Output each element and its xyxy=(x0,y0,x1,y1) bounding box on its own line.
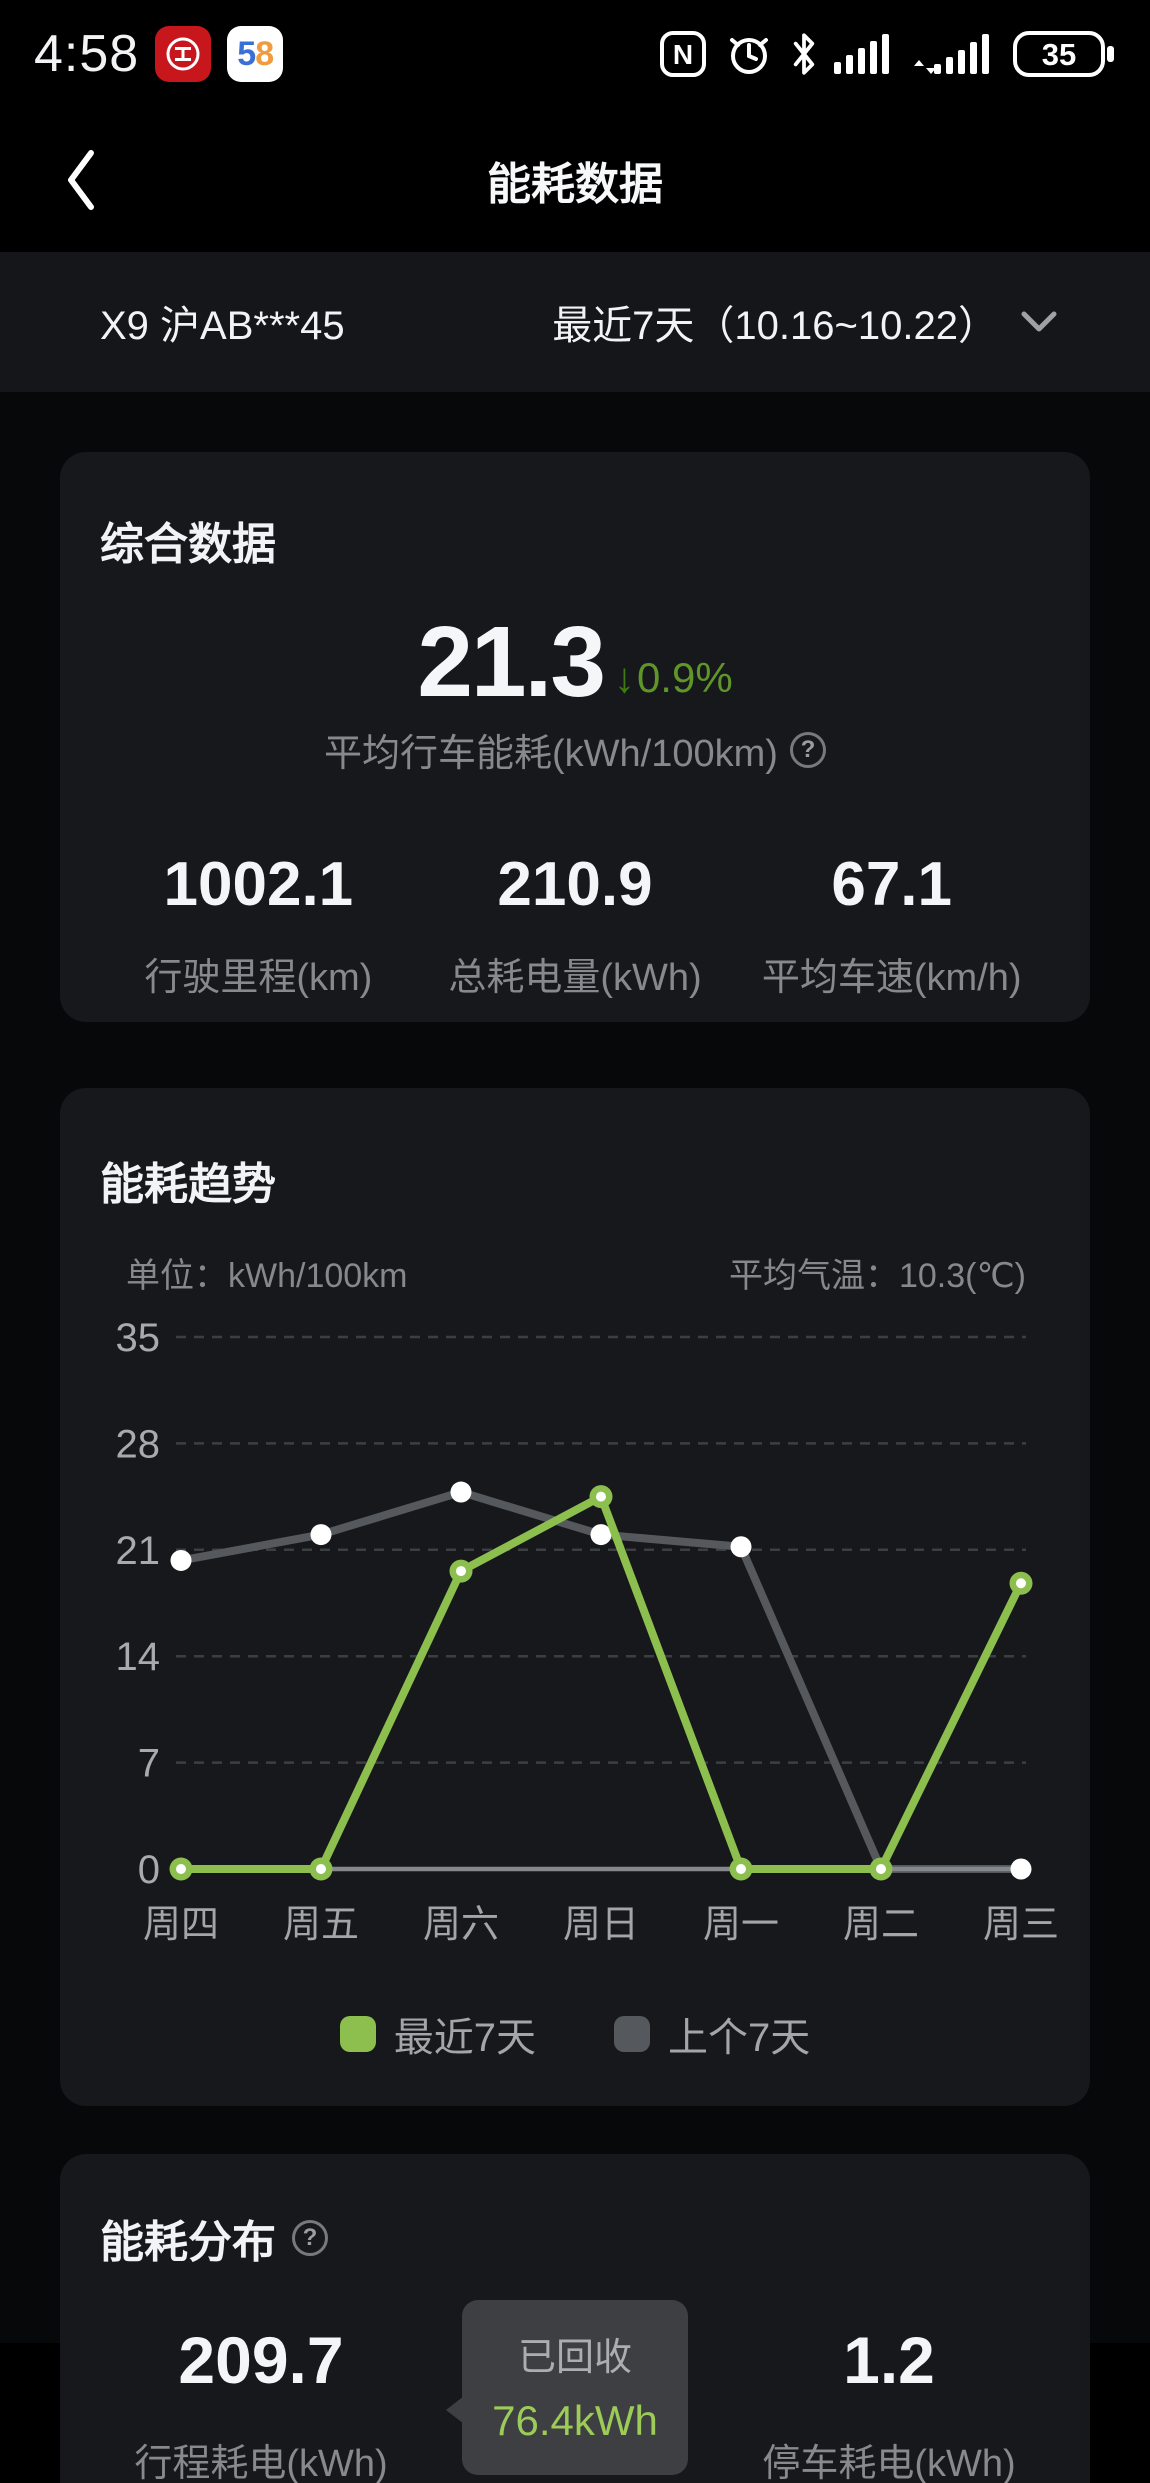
content-area: 综合数据 21.3 ↓ 0.9% 平均行车能耗(kWh/100km) ? 100… xyxy=(0,392,1150,2483)
date-range-selector[interactable]: 最近7天（10.16~10.22） xyxy=(552,293,1058,351)
svg-text:周三: 周三 xyxy=(983,1904,1059,1946)
battery-icon: 35 xyxy=(1013,31,1114,77)
summary-card: 综合数据 21.3 ↓ 0.9% 平均行车能耗(kWh/100km) ? 100… xyxy=(60,452,1090,1022)
legend-swatch-green xyxy=(339,2016,376,2052)
svg-text:0: 0 xyxy=(138,1848,160,1892)
selector-bar: X9 沪AB***45 最近7天（10.16~10.22） xyxy=(0,252,1150,392)
svg-text:周六: 周六 xyxy=(423,1904,499,1946)
svg-text:周五: 周五 xyxy=(283,1904,359,1946)
svg-text:周四: 周四 xyxy=(143,1904,219,1946)
svg-text:35: 35 xyxy=(116,1316,161,1360)
svg-text:7: 7 xyxy=(138,1742,160,1786)
stat-average-speed: 67.1 平均车速(km/h) xyxy=(733,849,1050,1001)
arrow-down-icon: ↓ xyxy=(613,654,635,701)
svg-text:35: 35 xyxy=(1042,37,1076,72)
nfc-icon: N xyxy=(660,31,706,77)
svg-text:周二: 周二 xyxy=(843,1904,919,1946)
recovered-energy-tooltip: 已回收 76.4kWh xyxy=(446,2300,688,2475)
summary-card-title: 综合数据 xyxy=(100,520,276,569)
vehicle-label: X9 沪AB***45 xyxy=(100,304,345,348)
svg-text:14: 14 xyxy=(116,1635,161,1679)
svg-text:周日: 周日 xyxy=(563,1904,639,1946)
driving-consumption-label: 行程耗电(kWh) xyxy=(134,2443,388,2483)
driving-consumption-value: 209.7 xyxy=(178,2323,344,2397)
page-header: 能耗数据 xyxy=(0,108,1150,252)
average-consumption-label: 平均行车能耗(kWh/100km) xyxy=(324,733,778,775)
svg-text:21: 21 xyxy=(116,1529,161,1573)
stat-value: 210.9 xyxy=(497,850,653,919)
delta-percent: 0.9% xyxy=(636,654,733,701)
parking-consumption-stat: 1.2 停车耗电(kWh) xyxy=(688,2322,1090,2483)
back-chevron-icon xyxy=(68,150,94,210)
legend-item-current: 最近7天 xyxy=(339,2005,536,2063)
legend-item-previous: 上个7天 xyxy=(614,2005,810,2063)
signal-strength-icon xyxy=(834,34,889,74)
signal-strength-sim2-icon xyxy=(914,34,989,74)
average-consumption-row: 21.3 ↓ 0.9% xyxy=(100,612,1050,712)
date-range-label: 最近7天（10.16~10.22） xyxy=(552,304,998,348)
help-icon[interactable]: ? xyxy=(789,731,826,768)
chart-legend: 最近7天 上个7天 xyxy=(60,2005,1090,2063)
alarm-clock-icon xyxy=(730,38,768,74)
svg-text:28: 28 xyxy=(116,1422,161,1466)
bluetooth-icon xyxy=(793,33,815,75)
stat-value: 1002.1 xyxy=(163,850,354,919)
distribution-card-title: 能耗分布 xyxy=(100,2218,276,2267)
trend-line-chart: 0 7 14 21 28 35 周四 周五 周六 周日 周一 周二 周三 xyxy=(116,1316,1060,1946)
stat-label: 平均车速(km/h) xyxy=(761,957,1022,999)
legend-swatch-grey xyxy=(614,2016,650,2052)
stat-value: 67.1 xyxy=(831,850,953,919)
legend-label: 上个7天 xyxy=(668,2016,811,2060)
summary-stats-row: 1002.1 行驶里程(km) 210.9 总耗电量(kWh) 67.1 平均车… xyxy=(100,849,1050,1001)
page-title: 能耗数据 xyxy=(487,160,663,209)
chevron-down-icon xyxy=(1021,311,1057,332)
recovered-label: 已回收 xyxy=(517,2337,632,2379)
legend-label: 最近7天 xyxy=(393,2016,536,2060)
parking-consumption-label: 停车耗电(kWh) xyxy=(762,2443,1016,2483)
back-button[interactable] xyxy=(64,145,108,215)
icbc-bank-notification-icon xyxy=(155,26,212,82)
clock-time: 4:58 xyxy=(34,25,140,83)
chart-unit-label: 单位：kWh/100km xyxy=(126,1257,408,1295)
recovered-value: 76.4kWh xyxy=(492,2397,658,2444)
help-icon[interactable]: ? xyxy=(292,2220,328,2256)
driving-consumption-stat: 209.7 行程耗电(kWh) xyxy=(60,2322,462,2483)
stat-total-energy: 210.9 总耗电量(kWh) xyxy=(417,849,734,1001)
distribution-card: 能耗分布 ? 209.7 行程耗电(kWh) 已回收 76.4kWh 1.2 停… xyxy=(60,2154,1090,2483)
stat-label: 行驶里程(km) xyxy=(144,957,373,999)
consumption-delta: ↓ 0.9% xyxy=(614,654,733,702)
svg-text:N: N xyxy=(673,39,693,70)
parking-consumption-value: 1.2 xyxy=(843,2323,935,2397)
svg-text:周一: 周一 xyxy=(703,1904,779,1946)
trend-card-title: 能耗趋势 xyxy=(100,1160,276,1209)
average-consumption-value: 21.3 xyxy=(417,606,606,718)
stat-label: 总耗电量(kWh) xyxy=(448,957,702,999)
stat-distance: 1002.1 行驶里程(km) xyxy=(100,849,417,1001)
average-temperature-label: 平均气温：10.3(℃) xyxy=(728,1257,1026,1295)
trend-card: 能耗趋势 单位：kWh/100km 平均气温：10.3(℃) 0 7 14 21 28 3… xyxy=(60,1088,1090,2106)
